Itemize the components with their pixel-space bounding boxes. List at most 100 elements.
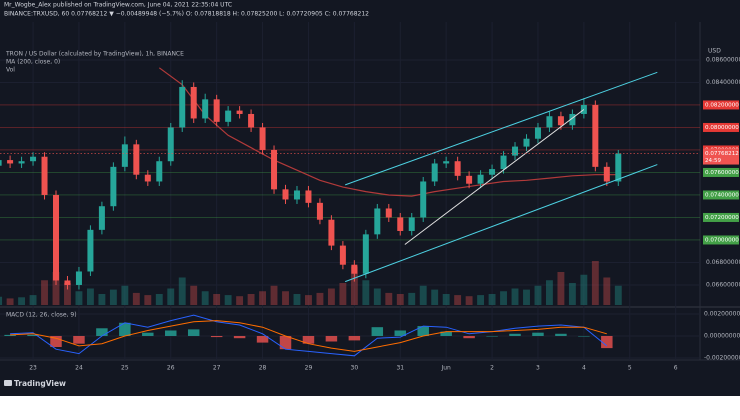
candle-body [374, 208, 381, 235]
candle-body [18, 161, 25, 164]
volume-bar [132, 292, 140, 305]
candle-body [523, 138, 530, 147]
volume-bar [167, 288, 175, 305]
level-label-box [703, 122, 739, 132]
macd-histogram-bar [210, 335, 223, 338]
volume-bar [270, 285, 278, 305]
macd-tick-label: -0.00200000 [704, 355, 740, 362]
macd-histogram-bar [417, 326, 429, 336]
candle-body [121, 144, 128, 167]
candle-body [362, 234, 369, 274]
logo-icon [4, 380, 12, 386]
volume-bar [511, 288, 519, 305]
volume-bar [282, 291, 289, 305]
volume [0, 261, 622, 305]
volume-bar [591, 261, 599, 305]
volume-bar [29, 295, 37, 305]
level-label: 0.07000000 [705, 237, 739, 243]
macd-histogram-bar [325, 335, 338, 342]
candle-body [41, 156, 48, 195]
candle-body [316, 202, 323, 220]
volume-bar [500, 291, 507, 305]
volume-bar [52, 272, 60, 305]
candle-body [534, 127, 541, 139]
candle-body [569, 113, 576, 126]
candle-body [512, 146, 519, 156]
macd-histogram-bar [142, 332, 154, 336]
y-tick-label: 0.08600000 [706, 56, 740, 63]
volume-bar [259, 291, 266, 305]
volume-bar [201, 291, 209, 305]
volume-bar [155, 294, 163, 305]
volume-bar [385, 292, 393, 305]
volume-bar [603, 277, 611, 305]
chart-title: TRON / US Dollar (calculated by TradingV… [5, 51, 184, 58]
level-label-box [703, 100, 739, 110]
volume-bar [408, 292, 416, 305]
x-tick-label: 25 [121, 365, 129, 372]
candle-body [420, 181, 427, 218]
volume-bar [568, 283, 576, 305]
volume-bar [18, 297, 26, 305]
candle-body [408, 217, 415, 231]
brand-logo: TradingView [4, 379, 66, 388]
candle-body [144, 174, 151, 182]
last-price-label: 0.07768212 [705, 151, 739, 157]
macd-histogram-bar [532, 332, 544, 336]
macd-tick-label: 0.00200000 [704, 310, 740, 317]
last-price-box [703, 148, 739, 165]
volume-bar [327, 288, 335, 305]
macd-pane [4, 314, 613, 357]
x-tick-label: 6 [674, 365, 678, 372]
candle-body [259, 127, 266, 150]
countdown-label: 24:59 [705, 158, 722, 164]
x-tick-label: 3 [536, 365, 540, 372]
candle-body [328, 219, 335, 246]
candle-body [225, 110, 232, 122]
volume-bar [419, 285, 427, 305]
volume-bar [64, 283, 71, 305]
candle-body [443, 161, 450, 164]
macd-histogram-bar [440, 331, 452, 336]
macd-histogram-bar [509, 333, 521, 336]
level-label-box [703, 235, 739, 245]
candle-body [489, 169, 496, 175]
volume-bar [534, 285, 542, 305]
candle-body [546, 116, 553, 128]
volume-bar [557, 272, 565, 305]
candle-body [454, 161, 461, 176]
volume-bar [454, 295, 462, 305]
candle-body [557, 116, 564, 126]
candle-body [282, 189, 289, 200]
volume-bar [178, 277, 186, 305]
candle-body [133, 144, 140, 175]
candle-body [110, 166, 117, 207]
signal-line [10, 320, 607, 352]
author-line: Mr_Wogbe_Alex published on TradingView.c… [4, 2, 232, 9]
macd-histogram-bar [486, 335, 498, 337]
macd-histogram-bar [348, 335, 361, 341]
candle-body [190, 86, 197, 119]
macd-histogram-bar [233, 335, 246, 339]
volume-bar [396, 294, 404, 305]
candle-body [179, 86, 186, 128]
volume-bar [236, 296, 244, 305]
volume-bar [442, 294, 450, 305]
candle-body [477, 174, 484, 184]
candle-body [167, 127, 174, 162]
brand-name: TradingView [14, 379, 66, 388]
candle-body [202, 99, 209, 119]
candle-body [351, 264, 358, 274]
price-pane [0, 67, 700, 290]
macd-histogram-bar [27, 334, 39, 336]
level-label-box [703, 167, 739, 177]
volume-bar [98, 294, 106, 305]
x-tick-label: 2 [490, 365, 494, 372]
candle-body [248, 113, 255, 128]
volume-bar [580, 274, 588, 305]
candle-body [64, 280, 71, 285]
x-tick-label: 26 [167, 365, 175, 372]
volume-bar [144, 295, 152, 305]
volume-bar [190, 285, 198, 305]
macd-histogram-bar [578, 335, 590, 337]
